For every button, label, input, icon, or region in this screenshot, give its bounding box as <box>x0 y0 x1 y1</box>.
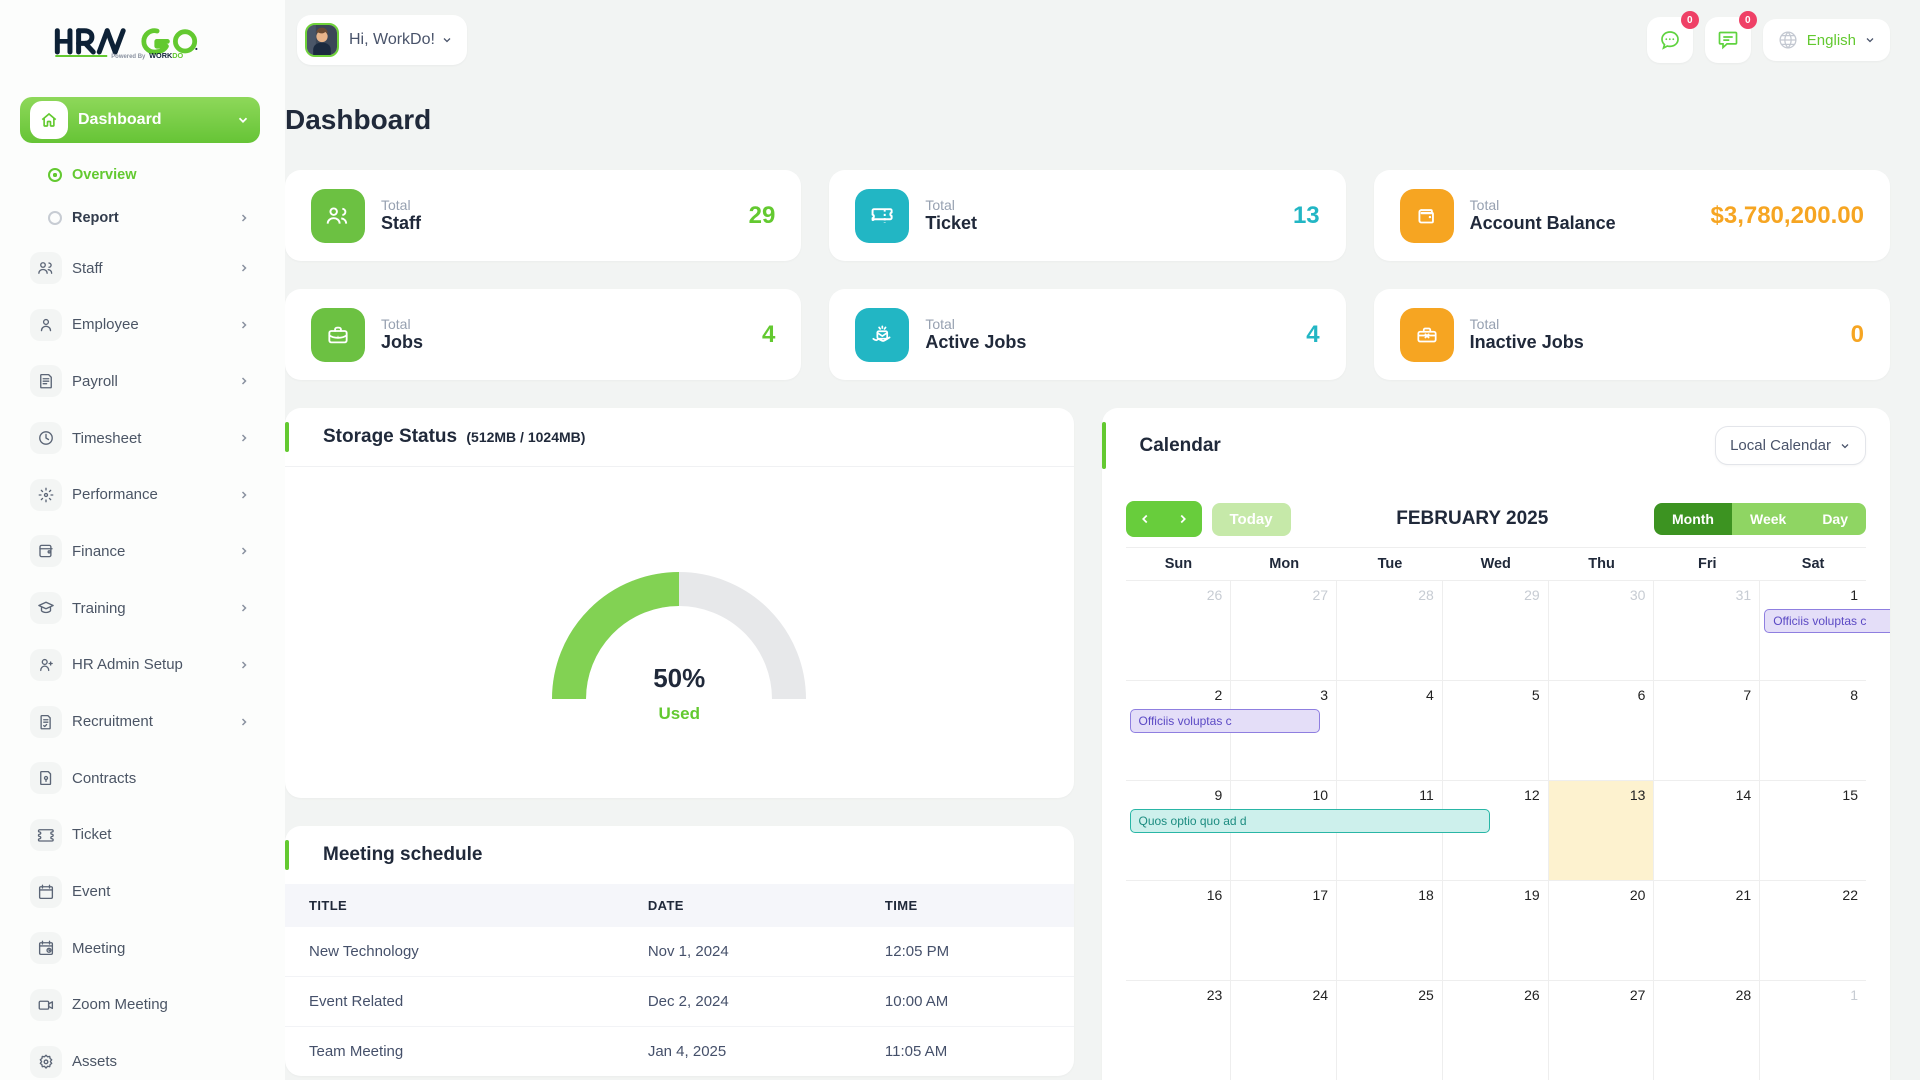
svg-text:WORKDO: WORKDO <box>149 51 183 60</box>
svg-text:Powered By: Powered By <box>111 54 146 60</box>
